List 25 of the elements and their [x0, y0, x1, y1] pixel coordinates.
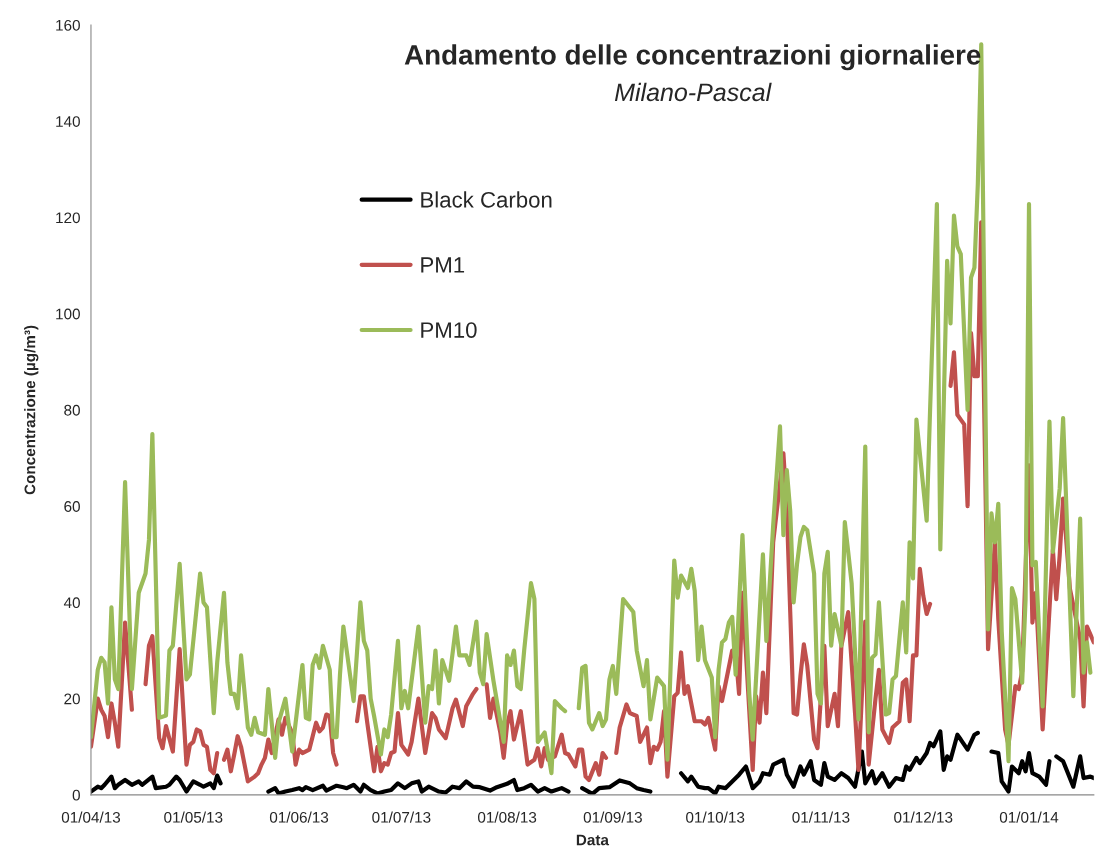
x-tick-label: 01/09/13	[583, 811, 642, 823]
x-tick-label: 01/01/14	[999, 811, 1059, 823]
y-tick-label: 120	[56, 212, 80, 224]
y-tick-label: 20	[64, 693, 80, 705]
legend-label: PM10	[421, 322, 477, 338]
x-tick-label: 01/08/13	[477, 811, 537, 823]
x-tick-label: 01/07/13	[372, 811, 431, 823]
y-tick-label: 60	[64, 501, 80, 512]
y-tick-label: 80	[64, 404, 80, 416]
y-tick-label: 140	[56, 116, 80, 127]
text: Milano-Pascal	[614, 82, 772, 102]
x-tick-label: 01/10/13	[686, 811, 745, 823]
y-tick-label: 160	[56, 19, 80, 31]
x-axis-title: Data	[576, 834, 610, 846]
x-tick-label: 01/11/13	[792, 811, 850, 823]
x-tick-label: 01/05/13	[164, 811, 223, 823]
x-tick-label: 01/12/13	[894, 811, 953, 823]
legend-label: Black Carbon	[421, 191, 552, 208]
x-tick-label: 01/06/13	[269, 811, 329, 823]
y-axis-title: Concentrazione (µg/m³)	[24, 325, 39, 495]
y-tick-label: 40	[63, 597, 80, 609]
legend-label: PM1	[421, 257, 465, 273]
y-tick-label: 0	[72, 789, 80, 801]
x-tick-label: 01/04/13	[61, 811, 121, 823]
y-tick-label: 100	[56, 308, 80, 320]
